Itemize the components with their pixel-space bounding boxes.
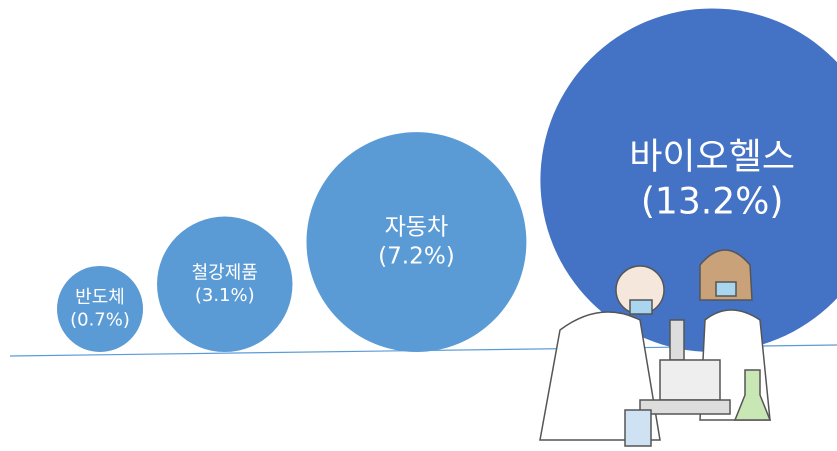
value-label: (7.2%) bbox=[378, 244, 455, 270]
value-label: (0.7%) bbox=[70, 310, 130, 331]
bubble bbox=[306, 132, 526, 352]
bubble-label: 반도체 bbox=[75, 287, 125, 308]
bubble-label: 자동차 bbox=[385, 215, 449, 241]
value-label: (13.2%) bbox=[641, 181, 784, 223]
bubble-label: 바이오헬스 bbox=[629, 136, 795, 178]
bubble-label: 철강제품 bbox=[192, 262, 258, 283]
chart: 반도체(0.7%) 철강제품(3.1%) 자동차 (7.2%) 바이오헬스(13.2%) bbox=[0, 0, 837, 451]
value-label: (3.1%) bbox=[195, 285, 255, 306]
